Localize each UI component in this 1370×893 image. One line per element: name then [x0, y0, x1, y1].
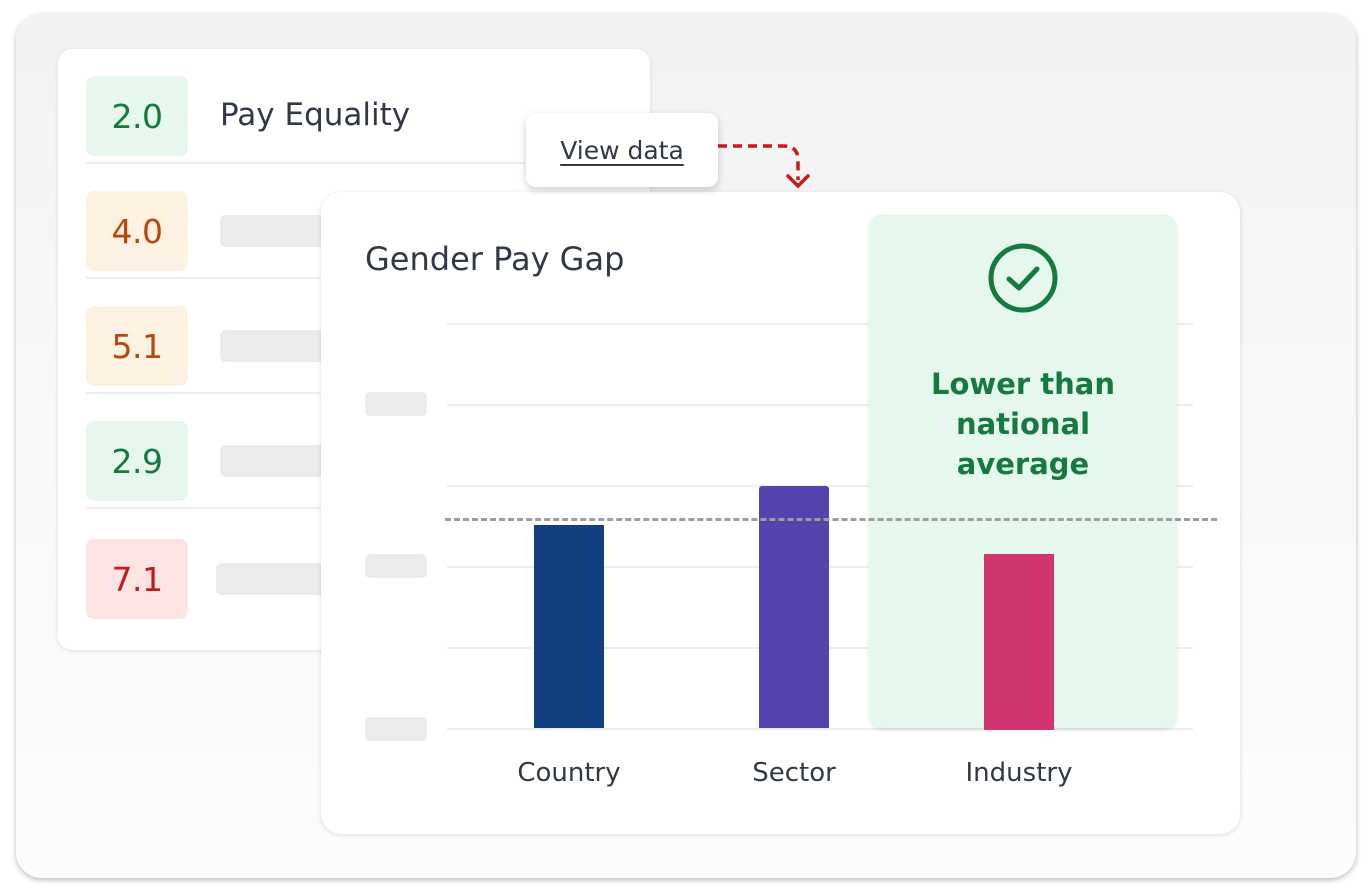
score-badge: 7.1	[86, 539, 188, 619]
bar-country[interactable]	[534, 525, 604, 728]
score-badge: 4.0	[86, 191, 188, 271]
score-badge: 5.1	[86, 306, 188, 386]
y-tick-placeholder	[365, 717, 427, 741]
view-data-tooltip: View data	[526, 113, 718, 187]
divider	[86, 162, 650, 164]
y-tick-placeholder	[365, 554, 427, 578]
score-badge: 2.9	[86, 421, 188, 501]
grid-line	[447, 404, 1193, 406]
y-tick-placeholder	[365, 392, 427, 416]
row-title: Pay Equality	[220, 97, 411, 133]
x-label-sector: Sector	[752, 758, 836, 788]
score-badge: 2.0	[86, 76, 188, 156]
bar-industry[interactable]	[984, 554, 1054, 730]
grid-line	[447, 728, 1193, 730]
x-label-country: Country	[517, 758, 621, 788]
bar-sector[interactable]	[759, 486, 829, 728]
chart-title: Gender Pay Gap	[365, 240, 625, 278]
x-label-industry: Industry	[965, 758, 1073, 788]
grid-line	[447, 323, 1193, 325]
list-item[interactable]: 2.0 Pay Equality	[86, 49, 650, 164]
highlight-message: Lower than national average	[931, 367, 1115, 481]
check-circle-icon	[988, 243, 1058, 313]
gender-pay-gap-chart: Gender Pay Gap Lower than national avera…	[321, 192, 1240, 834]
dashed-arrow-icon	[718, 144, 810, 189]
view-data-link[interactable]: View data	[560, 135, 684, 165]
national-average-line	[445, 518, 1217, 521]
